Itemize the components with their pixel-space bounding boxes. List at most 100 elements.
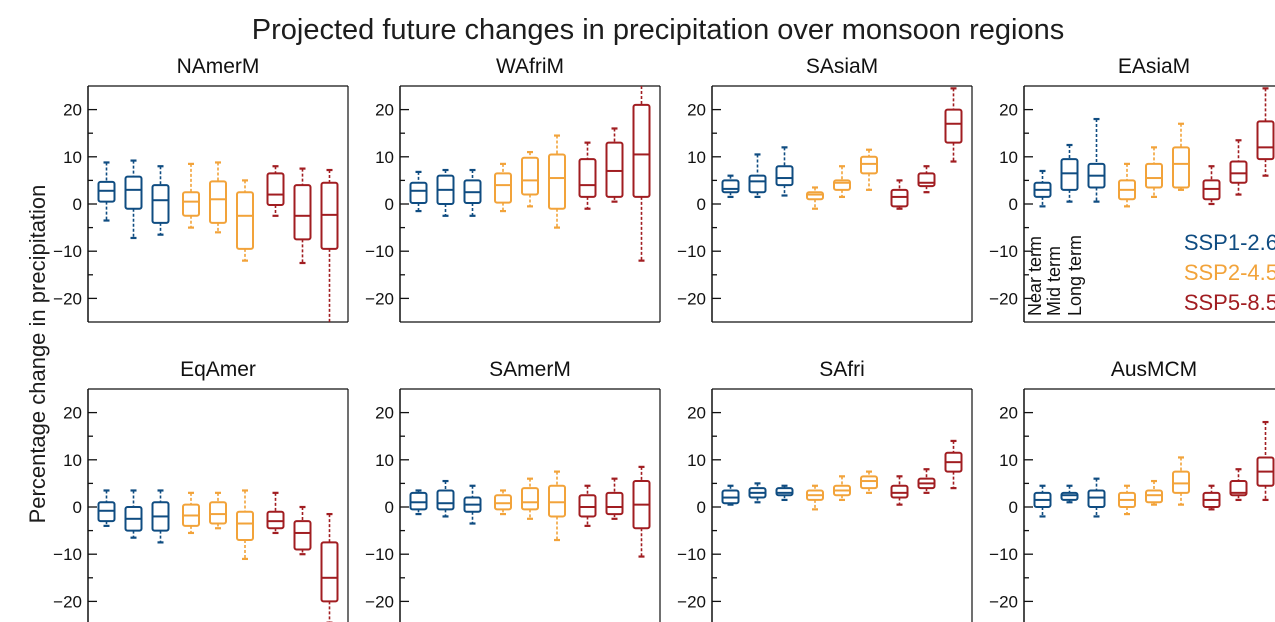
box-ssp5-8.5-3: [1256, 87, 1275, 177]
box-ssp5-8.5-2: [605, 127, 624, 203]
box-ssp5-8.5-3: [632, 86, 651, 262]
y-tick-label: −20: [989, 592, 1018, 611]
y-tick-label: 20: [375, 101, 394, 120]
y-tick-label: −10: [365, 545, 394, 564]
box-ssp1-2.6-2: [1060, 484, 1079, 504]
panel-wafrim: WAfriM 20 10 0 −10 −20: [365, 55, 661, 323]
box-ssp1-2.6-3: [463, 168, 482, 217]
box-ssp2-4.5-2: [833, 475, 851, 502]
panel-easiam: EAsiaM 20 10 0 −10 −20 Near term Mid term Long t…: [989, 55, 1275, 323]
series-ssp2-4.5: [182, 161, 254, 262]
box-body: [494, 172, 512, 204]
box-ssp5-8.5-2: [1229, 139, 1248, 196]
box-ssp2-4.5-1: [182, 491, 200, 535]
y-tick-label: 20: [687, 101, 706, 120]
legend-scenario: SSP5-8.5: [1184, 290, 1275, 315]
y-tick-label: 10: [63, 451, 82, 470]
y-tick-label: 20: [63, 404, 82, 423]
box-body: [236, 510, 254, 542]
box-ssp1-2.6-3: [775, 146, 794, 197]
box-body: [890, 484, 909, 499]
box-ssp2-4.5-2: [521, 150, 539, 208]
box-body: [209, 180, 227, 224]
panel-title: WAfriM: [496, 55, 564, 78]
series-ssp2-4.5: [494, 470, 566, 542]
box-ssp2-4.5-1: [806, 484, 824, 511]
box-body: [860, 155, 878, 175]
y-tick-label: 0: [385, 195, 394, 214]
box-body: [436, 489, 455, 511]
box-ssp1-2.6-3: [1087, 477, 1106, 518]
panel-title: EAsiaM: [1118, 55, 1190, 78]
box-ssp2-4.5-1: [1118, 484, 1136, 516]
panel-title: SAfri: [819, 358, 865, 381]
panel-namerm: NAmerM 20 10 0 −10 −20: [53, 55, 349, 323]
box-body: [748, 174, 767, 194]
box-ssp5-8.5-1: [578, 141, 597, 210]
y-axis-label: Percentage change in precipitation: [25, 185, 50, 524]
box-ssp5-8.5-2: [605, 477, 624, 520]
series-ssp1-2.6: [97, 489, 170, 544]
box-body: [521, 156, 539, 196]
box-ssp1-2.6-2: [1060, 143, 1079, 203]
box-body: [293, 184, 312, 241]
box-body: [775, 165, 794, 187]
box-body: [548, 153, 566, 210]
box-body: [917, 172, 936, 188]
panel-title: NAmerM: [177, 55, 260, 78]
box-body: [266, 172, 285, 206]
box-body: [944, 108, 963, 144]
y-tick-label: 10: [375, 451, 394, 470]
box-ssp1-2.6-2: [436, 479, 455, 518]
box-body: [521, 487, 539, 511]
box-ssp5-8.5-3: [944, 87, 963, 163]
box-body: [182, 191, 200, 217]
y-tick-label: 0: [697, 498, 706, 517]
box-ssp1-2.6-3: [463, 484, 482, 525]
y-tick-label: 20: [999, 404, 1018, 423]
series-ssp2-4.5: [494, 134, 566, 229]
box-ssp2-4.5-1: [182, 162, 200, 229]
series-ssp1-2.6: [97, 159, 170, 240]
series-ssp1-2.6: [409, 168, 482, 217]
y-tick-label: 0: [1009, 498, 1018, 517]
series-ssp5-8.5: [578, 86, 651, 262]
box-ssp1-2.6-1: [721, 174, 740, 199]
box-ssp1-2.6-2: [124, 159, 143, 240]
box-body: [1145, 489, 1163, 504]
series-ssp5-8.5: [890, 439, 963, 506]
box-ssp5-8.5-1: [890, 475, 909, 506]
series-ssp1-2.6: [409, 479, 482, 525]
y-tick-label: −10: [677, 545, 706, 564]
box-ssp5-8.5-1: [1202, 165, 1221, 206]
y-tick-label: −10: [677, 242, 706, 261]
box-body: [209, 501, 227, 525]
box-ssp2-4.5-2: [833, 165, 851, 199]
panel-ausmcm: AusMCM 20 10 0 −10 −20: [989, 358, 1275, 622]
box-body: [632, 103, 651, 198]
panel-sasiam: SAsiaM 20 10 0 −10 −20: [677, 55, 973, 323]
box-body: [890, 188, 909, 208]
box-ssp2-4.5-3: [236, 489, 254, 561]
box-body: [409, 491, 428, 511]
box-ssp5-8.5-2: [917, 165, 936, 194]
legend: Near term Mid term Long term SSP1-2.6 SSP2-4…: [1025, 230, 1275, 316]
box-ssp2-4.5-3: [548, 134, 566, 229]
series-ssp2-4.5: [182, 489, 254, 561]
box-ssp2-4.5-2: [1145, 479, 1163, 506]
y-tick-label: 10: [63, 148, 82, 167]
y-tick-label: −20: [53, 592, 82, 611]
box-body: [578, 494, 597, 518]
box-ssp5-8.5-1: [1202, 484, 1221, 511]
box-ssp5-8.5-1: [578, 484, 597, 527]
y-tick-label: −20: [677, 592, 706, 611]
box-body: [605, 491, 624, 516]
box-ssp1-2.6-2: [436, 168, 455, 217]
box-ssp2-4.5-2: [209, 491, 227, 530]
box-ssp2-4.5-3: [548, 470, 566, 542]
box-ssp5-8.5-3: [1256, 420, 1275, 502]
legend-term: Long term: [1065, 235, 1085, 316]
box-body: [775, 487, 794, 497]
series-ssp1-2.6: [1033, 477, 1106, 518]
